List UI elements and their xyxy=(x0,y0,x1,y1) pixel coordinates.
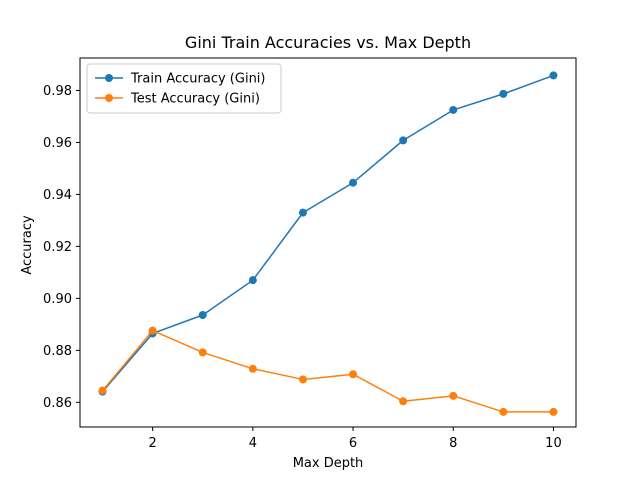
y-tick-label: 0.92 xyxy=(43,240,72,255)
series-line-2 xyxy=(101,329,554,413)
y-tick-label: 0.90 xyxy=(43,292,72,307)
series-2-point xyxy=(499,407,508,416)
series-2-point xyxy=(349,370,358,379)
series-2-point xyxy=(449,391,458,400)
y-tick-label: 0.98 xyxy=(43,84,72,99)
y-tick-label: 0.86 xyxy=(43,396,72,411)
series-2-point xyxy=(248,364,257,373)
y-tick-label: 0.94 xyxy=(43,188,72,203)
x-tick-label: 2 xyxy=(149,436,157,451)
y-tick-label: 0.88 xyxy=(43,344,72,359)
series-2-point xyxy=(148,326,157,335)
series-1-point xyxy=(198,311,207,320)
plot-frame xyxy=(79,57,577,428)
y-tick-label: 0.96 xyxy=(43,136,72,151)
legend-label-2: Test Accuracy (Gini) xyxy=(130,92,260,107)
x-tick-label: 4 xyxy=(249,436,257,451)
legend: Train Accuracy (Gini) Test Accuracy (Gini… xyxy=(86,63,282,114)
series-1-point xyxy=(298,208,307,217)
legend-label-1: Train Accuracy (Gini) xyxy=(130,72,266,87)
series-1-point xyxy=(248,276,257,285)
series-1-point xyxy=(349,178,358,187)
series-2-point xyxy=(399,397,408,406)
series-layer xyxy=(98,71,558,416)
series-1-point xyxy=(449,105,458,114)
series-2-point xyxy=(198,348,207,357)
legend-marker-1 xyxy=(105,74,113,82)
axes: 2 4 6 8 10 0.86 0.88 0.90 0.92 0.94 0.96 0.98 xyxy=(43,57,577,451)
x-tick-label: 8 xyxy=(449,436,457,451)
series-2-point xyxy=(98,386,107,395)
y-axis-label: Accuracy xyxy=(20,215,35,275)
x-tick-label: 6 xyxy=(349,436,357,451)
x-tick-label: 10 xyxy=(545,436,562,451)
series-2-point xyxy=(549,407,558,416)
series-line-1 xyxy=(101,74,554,393)
legend-marker-2 xyxy=(105,94,113,102)
x-axis-label: Max Depth xyxy=(293,456,364,471)
series-2-point xyxy=(298,375,307,384)
series-1-point xyxy=(399,136,408,145)
legend-box xyxy=(86,63,282,114)
chart-title: Gini Train Accuracies vs. Max Depth xyxy=(185,33,471,52)
series-1-point xyxy=(499,89,508,98)
series-1-point xyxy=(549,71,558,80)
